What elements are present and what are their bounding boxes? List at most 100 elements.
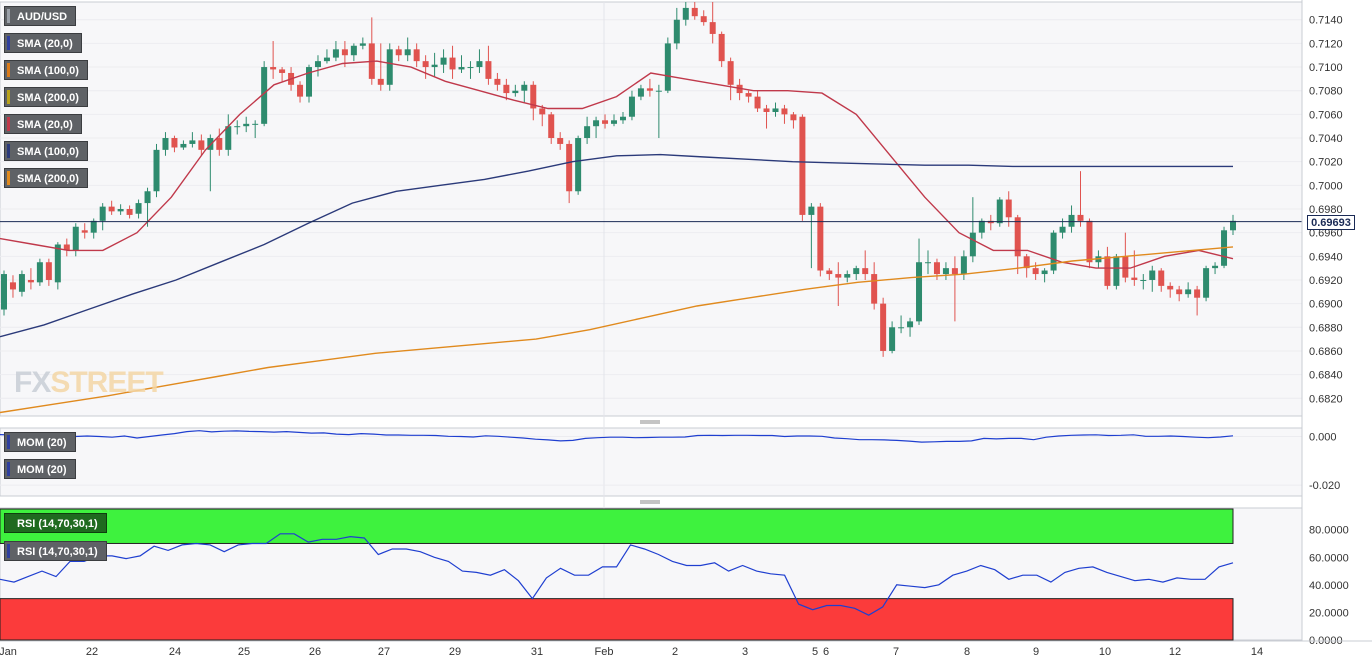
x-tick-label: 31 [531, 646, 543, 658]
price-tick-label: 0.7020 [1309, 157, 1343, 169]
indicator-tag[interactable]: RSI (14,70,30,1) [4, 541, 107, 561]
symbol-tag[interactable]: AUD/USD [4, 6, 77, 26]
price-tick-label: 0.7060 [1309, 109, 1343, 121]
candle-body [817, 206, 824, 271]
candle-body [1176, 289, 1183, 295]
candle-body [350, 45, 357, 56]
candle-body [1212, 265, 1219, 269]
symbol-label: AUD/USD [17, 11, 68, 23]
candle-body [907, 321, 914, 328]
candle-body [1158, 270, 1165, 286]
candle-body [332, 49, 339, 58]
candle-body [880, 303, 887, 351]
candle-body [225, 126, 232, 150]
price-tick-label: 0.6880 [1309, 322, 1343, 334]
candle-body [153, 149, 160, 192]
candle-body [808, 206, 815, 215]
candle-body [1041, 270, 1048, 275]
candle-body [386, 49, 393, 85]
candle-body [126, 209, 133, 215]
candle-body [1104, 256, 1111, 286]
candle-body [494, 78, 501, 85]
candle-body [530, 84, 537, 109]
candle-body [180, 143, 187, 148]
indicator-label: RSI (14,70,30,1) [17, 546, 98, 558]
candle-body [467, 67, 474, 69]
candle-body [9, 282, 16, 290]
sma20-line [0, 60, 1234, 269]
candle-body [826, 270, 833, 275]
candle-body [628, 96, 635, 117]
candle-body [36, 262, 43, 283]
candle-body [835, 274, 842, 278]
indicator-tag[interactable]: SMA (20,0) [4, 33, 82, 53]
candle-body [1023, 256, 1030, 269]
indicator-tag[interactable]: SMA (20,0) [4, 114, 82, 134]
candle-body [539, 108, 546, 115]
candle-body [1050, 232, 1057, 271]
x-tick-label: 6 [823, 646, 829, 658]
candle-body [727, 61, 734, 85]
candle-body [422, 61, 429, 68]
candle-body [557, 138, 564, 144]
indicator-tag[interactable]: SMA (100,0) [4, 141, 88, 161]
indicator-tag[interactable]: SMA (200,0) [4, 87, 88, 107]
candle-body [584, 126, 591, 139]
candle-body [1077, 214, 1084, 221]
candle-body [63, 244, 70, 251]
candle-body [996, 199, 1003, 224]
candle-body [270, 67, 277, 70]
candle-body [1194, 289, 1201, 298]
indicator-tag[interactable]: SMA (100,0) [4, 60, 88, 80]
candle-body [449, 57, 456, 70]
x-tick-label: 29 [449, 646, 461, 658]
candle-body [404, 49, 411, 56]
candle-body [476, 61, 483, 68]
indicator-tag[interactable]: RSI (14,70,30,1) [4, 513, 107, 533]
candle-body [960, 256, 967, 275]
x-tick-label: 27 [378, 646, 390, 658]
indicator-label: SMA (200,0) [17, 173, 79, 185]
price-tick-label: 0.6820 [1309, 393, 1343, 405]
indicator-tag[interactable]: MOM (20) [4, 459, 76, 479]
candle-body [261, 67, 268, 124]
candle-body [1131, 277, 1138, 280]
candle-body [763, 108, 770, 113]
candle-body [799, 116, 806, 215]
candle-body [323, 57, 330, 62]
indicator-color-swatch [7, 63, 10, 77]
indicator-label: RSI (14,70,30,1) [17, 518, 98, 530]
momentum-tick-label: 0.000 [1309, 432, 1337, 444]
candle-body [485, 61, 492, 79]
candle-body [1140, 279, 1147, 281]
candle-body [341, 49, 348, 56]
indicator-color-swatch [7, 516, 10, 530]
indicator-tag[interactable]: SMA (200,0) [4, 168, 88, 188]
x-tick-label: Feb [595, 646, 614, 658]
candle-body [718, 33, 725, 62]
x-tick-label: Jan [0, 646, 17, 658]
candle-body [951, 268, 958, 275]
indicator-color-swatch [7, 171, 10, 185]
price-tick-label: 0.6980 [1309, 204, 1343, 216]
rsi-oversold-zone [0, 598, 1234, 641]
candle-body [306, 67, 313, 97]
candle-body [279, 69, 286, 73]
indicator-label: SMA (20,0) [17, 38, 73, 50]
x-tick-label: 14 [1251, 646, 1263, 658]
candle-body [1185, 289, 1192, 295]
x-tick-label: 7 [893, 646, 899, 658]
price-tick-label: 0.7080 [1309, 86, 1343, 98]
candle-body [781, 108, 788, 115]
price-tick-label: 0.6920 [1309, 275, 1343, 287]
candle-body [108, 206, 115, 212]
x-tick-label: 8 [964, 646, 970, 658]
candle-body [359, 43, 366, 46]
price-tick-label: 0.6840 [1309, 370, 1343, 382]
candle-body [682, 7, 689, 20]
candle-body [754, 96, 761, 109]
candle-body [611, 120, 618, 124]
indicator-tag[interactable]: MOM (20) [4, 432, 76, 452]
candle-body [1122, 256, 1129, 278]
x-tick-label: 26 [309, 646, 321, 658]
